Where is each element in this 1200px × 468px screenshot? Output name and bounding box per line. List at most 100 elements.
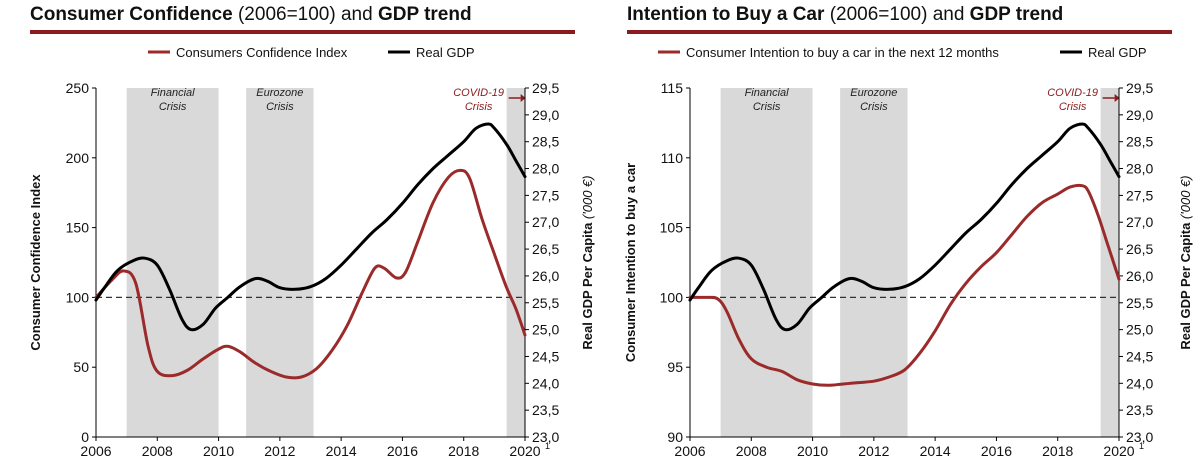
y2-tick-label: 27,5 — [532, 187, 559, 203]
y2-tick-label: 26,5 — [532, 241, 559, 257]
crisis-band-2 — [506, 88, 525, 437]
car-intention-chart: Consumer Intention to buy a car in the n… — [623, 45, 1193, 459]
series-group — [688, 122, 1121, 387]
axes: 0 50 100 150 200 250 23,0 23,5 24,0 24,5 25,0 25,5 2… — [28, 80, 595, 459]
y2-axis-title-main: Real GDP Per Capita — [580, 219, 595, 350]
y-tick-label: 100 — [66, 289, 90, 305]
series-line-index — [94, 168, 527, 380]
y-axis-title: Consumer Intention to buy a car — [623, 163, 638, 362]
y2-axis-title-main: Real GDP Per Capita — [1178, 219, 1193, 350]
y2-tick-label: 29,0 — [532, 107, 559, 123]
crisis-label-line2: Crisis — [266, 101, 294, 113]
y2-tick-label: 26,5 — [1126, 241, 1153, 257]
x-tick-label: 2018 — [1042, 443, 1073, 459]
legend-label-1: Real GDP — [1088, 45, 1147, 60]
y2-tick-label: 26,0 — [532, 268, 559, 284]
y2-tick-label: 26,0 — [1126, 268, 1153, 284]
crisis-band-1 — [840, 88, 908, 437]
y2-tick-label: 29,0 — [1126, 107, 1153, 123]
y-tick-label: 100 — [660, 289, 684, 305]
x-tick-label: 2014 — [920, 443, 951, 459]
title-bold-part-2: GDP trend — [377, 4, 472, 25]
crisis-label-line2: Crisis — [753, 101, 781, 113]
y2-tick-label: 29,5 — [1126, 80, 1153, 96]
y2-tick-label: 23,0 — [1126, 429, 1153, 445]
series-line-gdp — [94, 122, 527, 332]
y2-tick-label: 25,5 — [532, 295, 559, 311]
y-axis-title: Consumer Confidence Index — [28, 174, 43, 351]
panel-title: Consumer Confidence (2006=100) and GDP t… — [30, 4, 472, 26]
y2-tick-label: 27,0 — [1126, 214, 1153, 230]
confidence-chart: Consumers Confidence Index Real GDP Financ… — [28, 45, 595, 459]
title-normal-part: (2006=100) — [237, 4, 336, 25]
title-and: and — [932, 4, 965, 25]
covid-arrow-head — [1114, 94, 1120, 102]
title-and: and — [340, 4, 373, 25]
y2-tick-label: 24,5 — [532, 348, 559, 364]
y-tick-label: 90 — [667, 429, 683, 445]
series-line-index — [688, 183, 1121, 387]
crisis-label-line2: Crisis — [159, 101, 187, 113]
y2-tick-label: 25,0 — [1126, 322, 1153, 338]
x-tick-superscript: 1 — [1139, 441, 1144, 451]
x-tick-label: 2016 — [981, 443, 1012, 459]
x-tick-superscript: 1 — [545, 441, 550, 451]
crisis-band-2 — [1100, 88, 1119, 437]
title-bold-part-2: GDP trend — [969, 4, 1064, 25]
y2-tick-label: 29,5 — [532, 80, 559, 96]
y2-tick-label: 23,5 — [532, 402, 559, 418]
y2-tick-label: 28,0 — [1126, 161, 1153, 177]
title-underline — [30, 30, 575, 34]
y2-tick-label: 28,0 — [532, 161, 559, 177]
y2-tick-label: 24,0 — [1126, 375, 1153, 391]
title-underline — [627, 30, 1172, 34]
y2-tick-label: 25,0 — [532, 322, 559, 338]
crisis-bands — [126, 88, 525, 437]
series-line-gdp — [688, 122, 1121, 332]
y2-tick-label: 27,0 — [532, 214, 559, 230]
x-tick-label: 2006 — [80, 443, 111, 459]
crisis-label-line2: Crisis — [860, 101, 888, 113]
y2-tick-label: 23,0 — [532, 429, 559, 445]
x-tick-label: 2010 — [203, 443, 234, 459]
y-tick-label: 250 — [66, 80, 90, 96]
crisis-label-line2: Crisis — [1059, 101, 1087, 113]
x-tick-label: 2018 — [448, 443, 479, 459]
crisis-label-line1: Eurozone — [256, 87, 303, 99]
legend-label-0: Consumers Confidence Index — [176, 45, 348, 60]
y2-axis-title-unit: ('000 €) — [1178, 175, 1193, 219]
y-tick-label: 95 — [667, 359, 683, 375]
y2-tick-label: 25,5 — [1126, 295, 1153, 311]
x-tick-label: 2016 — [387, 443, 418, 459]
title-bold-part-1: Consumer Confidence — [30, 4, 233, 25]
y2-axis-title: Real GDP Per Capita ('000 €) — [580, 175, 595, 349]
x-tick-label: 2008 — [736, 443, 767, 459]
title-normal-part: (2006=100) — [829, 4, 928, 25]
x-tick-label: 2010 — [797, 443, 828, 459]
car-intention-panel: Intention to Buy a Car (2006=100) and GD… — [600, 0, 1200, 468]
x-tick-label: 2014 — [326, 443, 357, 459]
y2-axis-title-unit: ('000 €) — [580, 175, 595, 219]
crisis-labels: Financial Crisis Eurozone Crisis COVID-19 Cri… — [745, 87, 1120, 113]
x-tick-label: 2012 — [264, 443, 295, 459]
crisis-label-line1: Eurozone — [850, 87, 897, 99]
y2-axis-title: Real GDP Per Capita ('000 €) — [1178, 175, 1193, 349]
y-tick-label: 200 — [66, 150, 90, 166]
x-tick-label: 2012 — [858, 443, 889, 459]
y-tick-label: 115 — [661, 80, 684, 96]
crisis-label-line1: Financial — [745, 87, 790, 99]
crisis-labels: Financial Crisis Eurozone Crisis COVID-19 Cri… — [151, 87, 526, 113]
y-tick-label: 0 — [81, 429, 89, 445]
y2-tick-label: 24,0 — [532, 375, 559, 391]
x-tick-label: 2008 — [142, 443, 173, 459]
crisis-band-0 — [126, 88, 219, 437]
y2-tick-label: 24,5 — [1126, 348, 1153, 364]
x-tick-label: 2020 — [1103, 443, 1134, 459]
panel-title: Intention to Buy a Car (2006=100) and GD… — [627, 4, 1063, 26]
crisis-label-line1: Financial — [151, 87, 196, 99]
legend: Consumer Intention to buy a car in the n… — [658, 45, 1147, 60]
y-tick-label: 50 — [73, 359, 89, 375]
legend-label-0: Consumer Intention to buy a car in the n… — [686, 45, 999, 60]
y2-tick-label: 28,5 — [532, 134, 559, 150]
